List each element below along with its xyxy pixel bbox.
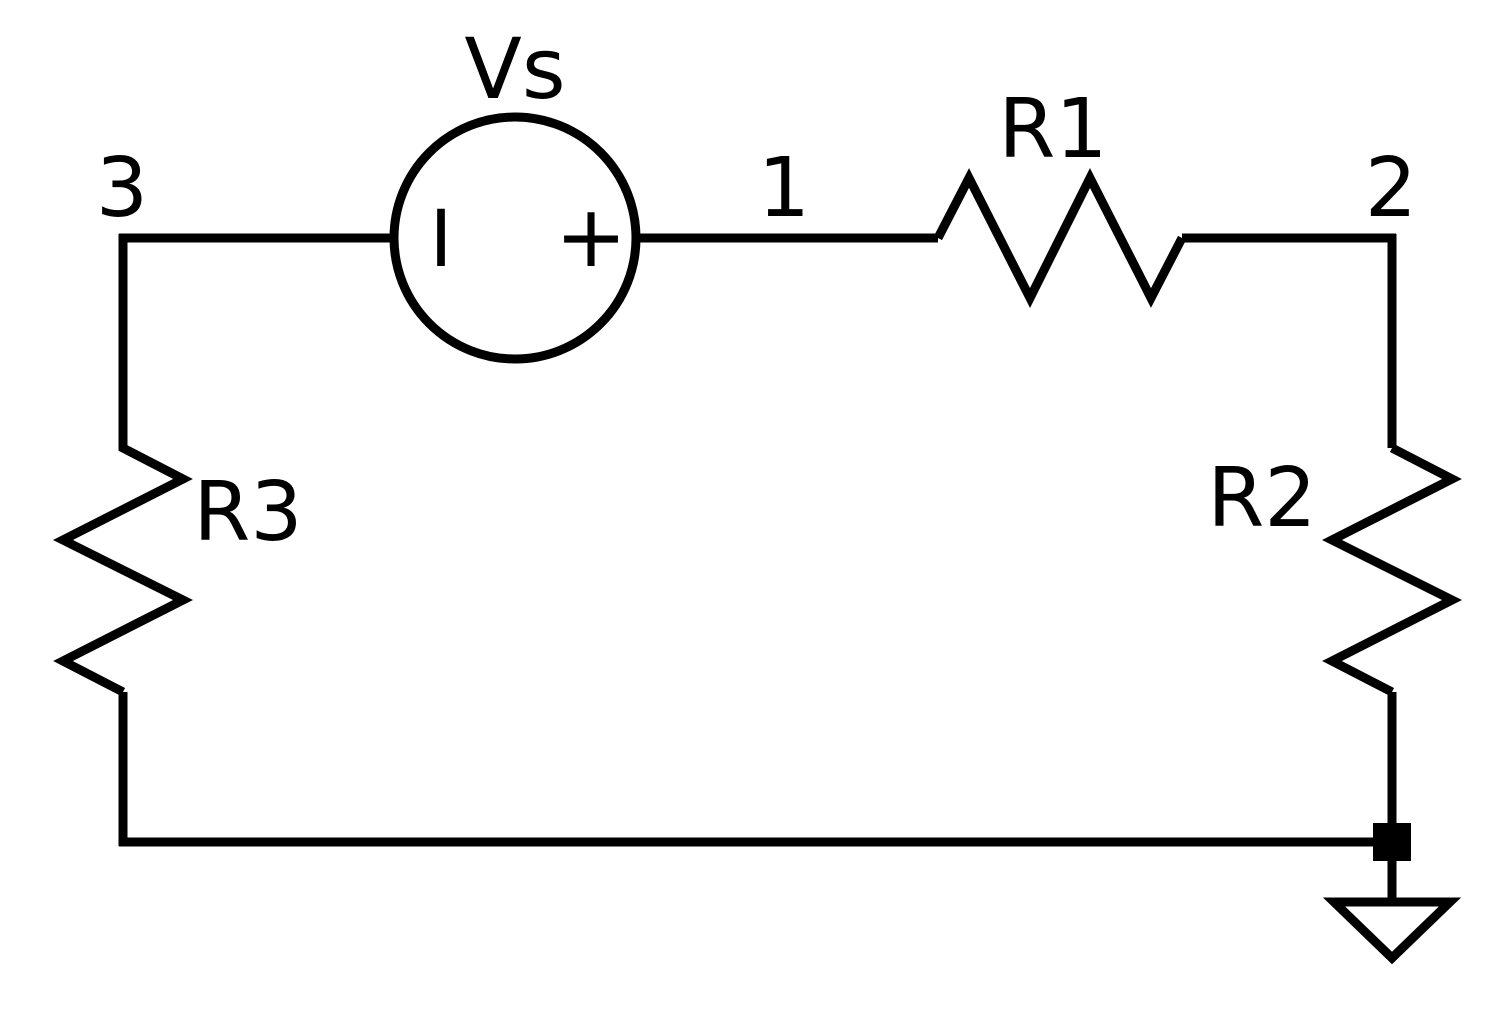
resistor-r1: [934, 168, 1186, 308]
voltage-source-plus-sign: +: [555, 187, 627, 287]
resistor-r3-label: R3: [193, 465, 302, 560]
resistor-r1-label: R1: [998, 82, 1107, 177]
ground-symbol-icon: [1322, 842, 1462, 965]
node-label-2: 2: [1365, 141, 1417, 236]
voltage-source-minus-sign: I: [429, 195, 452, 285]
voltage-source-circle: [389, 112, 641, 364]
voltage-source: I +: [389, 112, 641, 364]
node-label-3: 3: [96, 141, 148, 236]
voltage-source-label: Vs: [464, 20, 565, 118]
resistor-r2: [1322, 444, 1462, 696]
node-label-1: 1: [758, 141, 810, 236]
resistor-r3: [53, 420, 193, 696]
resistor-r2-label: R2: [1207, 451, 1316, 546]
